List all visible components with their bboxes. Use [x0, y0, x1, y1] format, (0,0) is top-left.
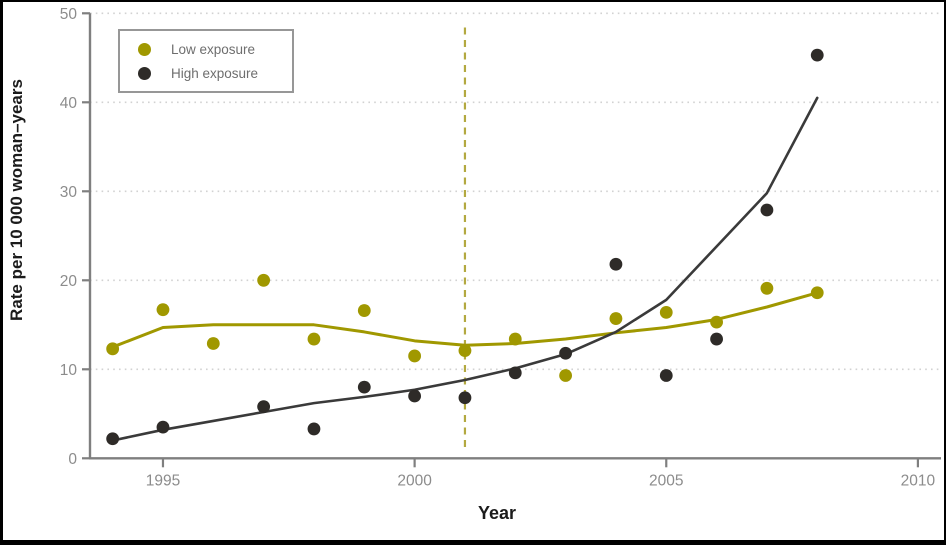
- high-exposure-point: [559, 346, 573, 360]
- low-exposure-point: [760, 281, 774, 295]
- high-exposure-trend-line: [111, 96, 819, 442]
- low-exposure-point: [408, 349, 422, 363]
- y-tick-label: 50: [60, 6, 78, 23]
- legend-label-low-exposure: Low exposure: [171, 41, 256, 57]
- legend-label-high-exposure: High exposure: [171, 65, 259, 81]
- frame-border-left: [0, 0, 3, 545]
- y-tick-label: 20: [60, 273, 78, 290]
- frame-border-right: [944, 0, 946, 545]
- high-exposure-point: [156, 420, 170, 434]
- high-exposure-point: [106, 432, 120, 446]
- legend-item-high-exposure: High exposure: [138, 66, 292, 81]
- low-exposure-point: [156, 303, 170, 317]
- high-exposure-point: [609, 257, 623, 271]
- high-exposure-point: [307, 422, 321, 436]
- high-exposure-point: [710, 332, 723, 346]
- high-exposure-point: [257, 400, 271, 414]
- x-axis-title: Year: [477, 503, 517, 523]
- low-exposure-point: [357, 304, 371, 317]
- x-tick-label: 1995: [146, 472, 180, 489]
- x-tick-label: 2005: [649, 472, 683, 489]
- high-exposure-point: [508, 366, 522, 380]
- frame-border-top: [0, 0, 946, 2]
- y-tick-label: 0: [68, 451, 77, 468]
- low-exposure-point: [710, 315, 723, 329]
- legend: Low exposure High exposure: [118, 29, 294, 93]
- low-exposure-point: [307, 332, 321, 346]
- low-exposure-point: [508, 332, 522, 346]
- high-exposure-point: [458, 391, 472, 405]
- y-tick-label: 40: [60, 95, 78, 112]
- x-tick-label: 2000: [397, 472, 432, 489]
- low-exposure-point: [206, 337, 220, 350]
- low-exposure-point: [659, 305, 673, 319]
- low-exposure-point: [810, 286, 824, 300]
- high-exposure-marker-icon: [138, 66, 151, 80]
- y-axis-title: Rate per 10 000 woman–years: [7, 79, 26, 321]
- low-exposure-point: [257, 273, 271, 287]
- y-tick-label: 10: [60, 362, 78, 379]
- frame-border-bottom: [0, 540, 946, 545]
- high-exposure-point: [357, 380, 371, 394]
- high-exposure-point: [810, 48, 824, 62]
- legend-item-low-exposure: Low exposure: [138, 42, 292, 57]
- high-exposure-point: [659, 369, 673, 382]
- x-tick-label: 2010: [901, 472, 936, 489]
- low-exposure-point: [458, 344, 472, 358]
- low-exposure-point: [106, 342, 120, 356]
- low-exposure-marker-icon: [138, 42, 151, 56]
- low-exposure-point: [559, 369, 573, 382]
- high-exposure-point: [760, 203, 774, 217]
- high-exposure-point: [408, 389, 422, 403]
- y-tick-label: 30: [60, 184, 78, 201]
- low-exposure-point: [609, 312, 623, 325]
